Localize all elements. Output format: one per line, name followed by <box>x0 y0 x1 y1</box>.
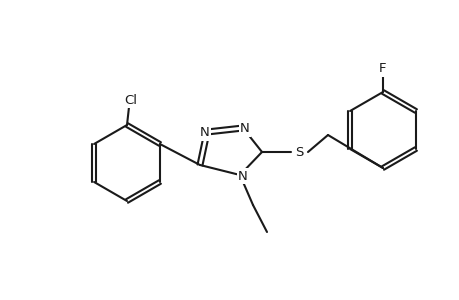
Text: Cl: Cl <box>124 94 137 106</box>
Text: S: S <box>294 146 302 158</box>
Text: N: N <box>240 122 249 136</box>
Text: N: N <box>200 127 209 140</box>
Text: F: F <box>378 62 386 76</box>
Text: N: N <box>238 169 247 182</box>
